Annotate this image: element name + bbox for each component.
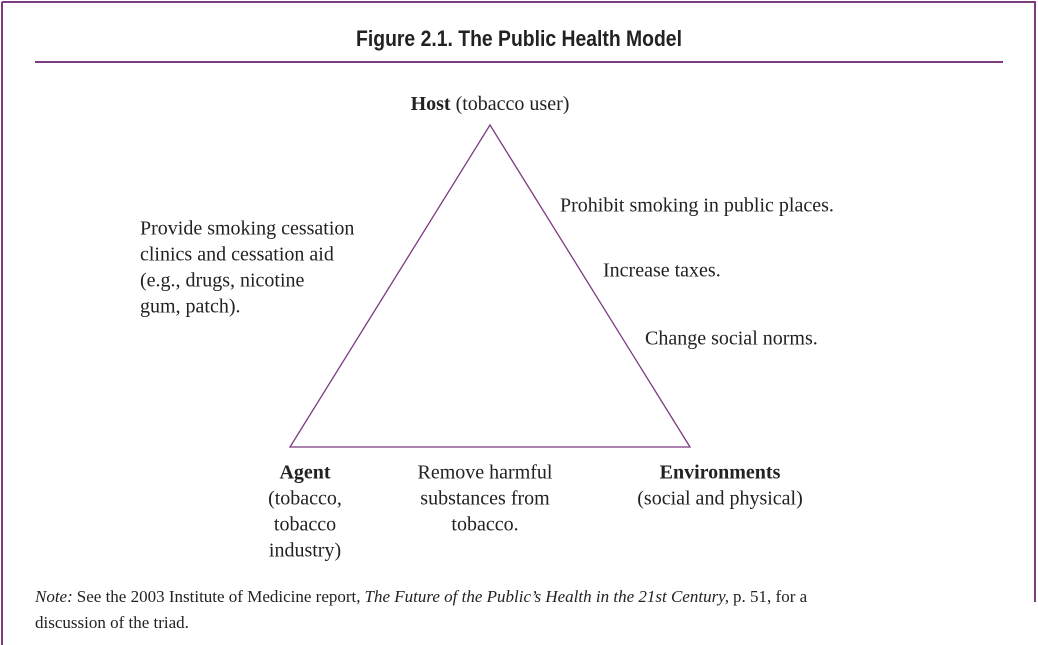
host-interventions: Provide smoking cessation clinics and ce… — [140, 218, 354, 318]
intervention-line: clinics and cessation aid — [140, 244, 334, 266]
triad-triangle — [288, 123, 692, 448]
node-detail: industry) — [269, 540, 341, 562]
host-node: Host (tobacco user) — [411, 93, 570, 115]
agent-node: Agent (tobacco, tobacco industry) — [268, 462, 342, 562]
intervention-line: Change social norms. — [645, 328, 818, 350]
note-text: See the 2003 Institute of Medicine repor… — [77, 587, 361, 606]
note-text: p. 51, for a — [733, 587, 808, 606]
node-detail: (tobacco, — [268, 488, 342, 510]
node-detail: (social and physical) — [637, 488, 803, 510]
note-title: The Future of the Public’s Health in the… — [365, 587, 730, 606]
intervention-line: Remove harmful — [418, 462, 553, 484]
node-detail: tobacco — [274, 514, 336, 536]
environment-interventions: Prohibit smoking in public places. Incre… — [560, 195, 834, 350]
node-detail: (tobacco user) — [456, 93, 570, 115]
intervention-line: Increase taxes. — [603, 260, 721, 282]
intervention-line: Provide smoking cessation — [140, 218, 354, 240]
node-label: Environments — [660, 462, 781, 484]
note-line: discussion of the triad. — [35, 613, 189, 632]
figure-title: Figure 2.1. The Public Health Model — [356, 27, 682, 51]
environments-node: Environments (social and physical) — [637, 462, 803, 510]
node-label: Host — [411, 93, 451, 115]
intervention-line: gum, patch). — [140, 296, 241, 318]
note-lead: Note: — [34, 587, 73, 606]
intervention-line: (e.g., drugs, nicotine — [140, 270, 305, 292]
intervention-line: tobacco. — [451, 514, 518, 536]
note: Note: See the 2003 Institute of Medicine … — [34, 587, 808, 606]
intervention-line: Prohibit smoking in public places. — [560, 195, 834, 217]
node-label: Agent — [279, 462, 330, 484]
agent-interventions: Remove harmful substances from tobacco. — [418, 462, 553, 536]
intervention-line: substances from — [420, 488, 550, 510]
